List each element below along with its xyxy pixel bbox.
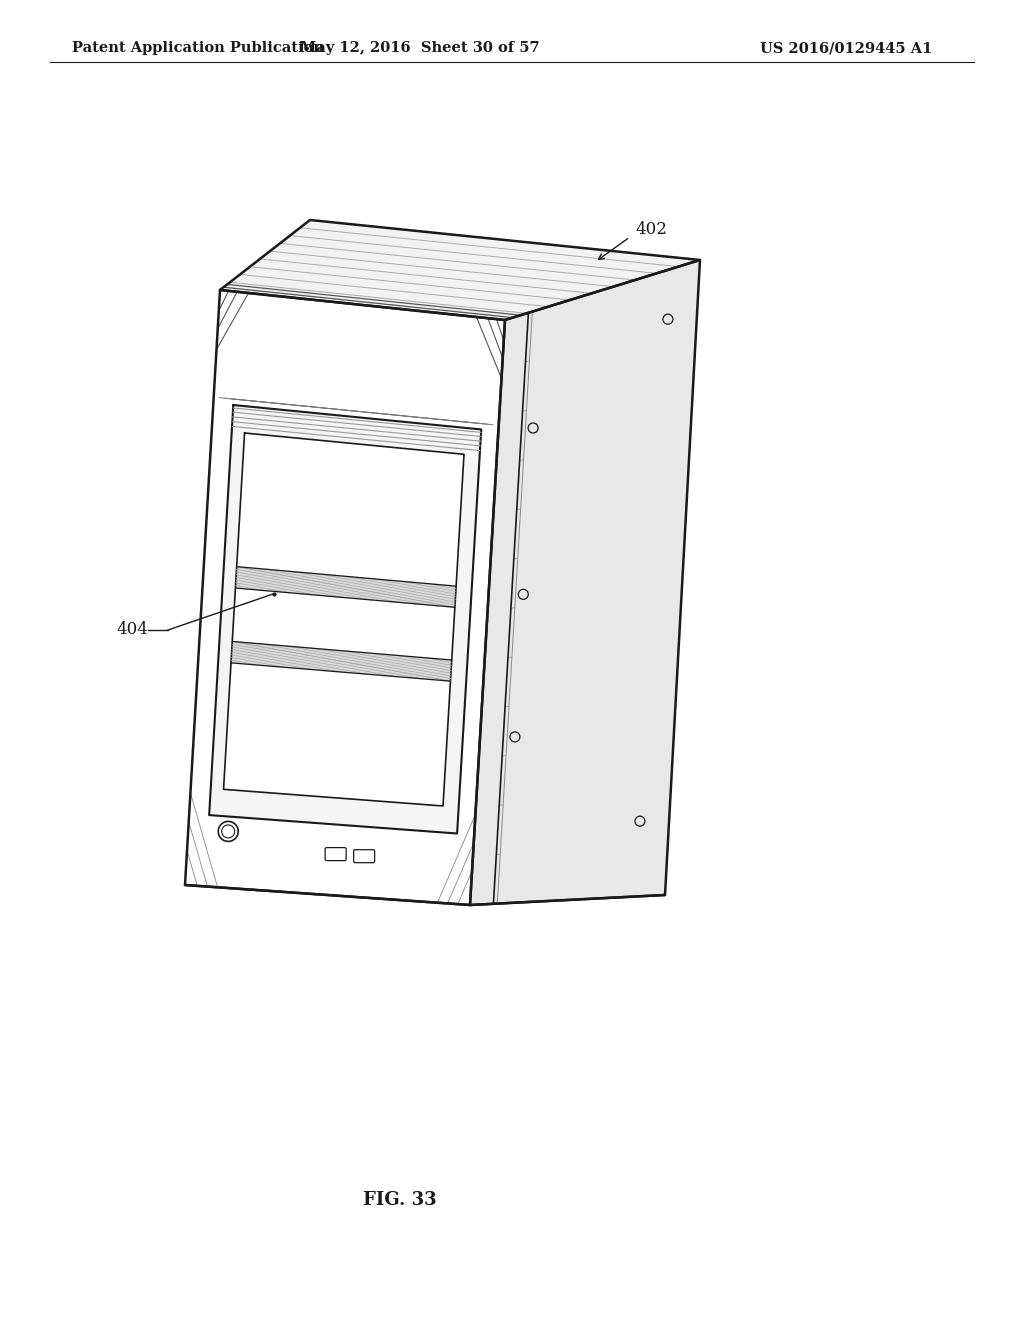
Polygon shape [223, 433, 464, 807]
Polygon shape [470, 260, 700, 906]
Polygon shape [209, 405, 481, 833]
Text: US 2016/0129445 A1: US 2016/0129445 A1 [760, 41, 933, 55]
Text: FIG. 33: FIG. 33 [364, 1191, 437, 1209]
Polygon shape [231, 642, 452, 681]
Polygon shape [220, 220, 700, 319]
Polygon shape [185, 290, 505, 906]
Polygon shape [236, 566, 456, 607]
Text: Patent Application Publication: Patent Application Publication [72, 41, 324, 55]
FancyBboxPatch shape [353, 850, 375, 863]
Text: 402: 402 [635, 222, 667, 239]
Text: 404: 404 [116, 622, 148, 639]
Text: May 12, 2016  Sheet 30 of 57: May 12, 2016 Sheet 30 of 57 [300, 41, 540, 55]
FancyBboxPatch shape [326, 847, 346, 861]
